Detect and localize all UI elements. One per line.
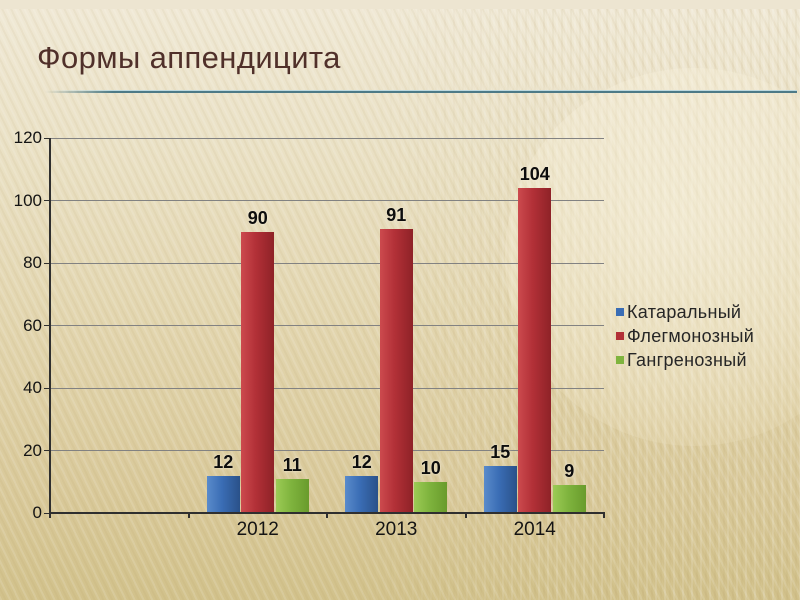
y-axis-tick <box>44 450 50 451</box>
y-axis-label: 20 <box>23 440 42 460</box>
x-axis-tick <box>326 513 328 518</box>
legend-marker-kataralnyj <box>616 308 624 316</box>
x-axis-tick <box>49 513 51 518</box>
chart-legend: Катаральный Флегмонозный Гангренозный <box>616 300 754 372</box>
gridline <box>50 325 604 326</box>
slide-title: Формы аппендицита <box>37 40 341 75</box>
bar-kataralnyj-2013 <box>345 475 379 513</box>
gridline <box>50 262 604 264</box>
background-circle-decoration <box>505 68 800 446</box>
bar-value-label: 12 <box>351 451 372 472</box>
bar-value-label: 104 <box>519 164 550 184</box>
x-axis-tick <box>187 513 190 518</box>
y-axis-tick <box>44 262 50 264</box>
x-axis-category-label: 2014 <box>513 519 556 540</box>
y-axis-tick <box>44 137 50 139</box>
bar-kataralnyj-2012 <box>206 475 240 513</box>
x-axis-category-label: 2013 <box>375 519 418 540</box>
x-axis-category-label: 2012 <box>236 519 279 540</box>
title-underline <box>45 90 797 93</box>
legend-label: Гангренозный <box>627 349 747 370</box>
bar-value-label: 10 <box>420 457 441 478</box>
bar-value-label: 11 <box>282 454 302 475</box>
bar-kataralnyj-2014 <box>483 466 517 513</box>
y-axis-tick <box>44 325 50 326</box>
legend-label: Флегмонозный <box>627 325 755 346</box>
y-axis-label: 40 <box>23 378 42 397</box>
y-axis-label: 0 <box>32 503 42 522</box>
y-axis-tick <box>44 387 50 389</box>
gridline <box>50 200 604 201</box>
bar-flegmonoznyj-2014 <box>518 188 552 513</box>
bar-flegmonoznyj-2012 <box>241 231 275 513</box>
gridline <box>50 450 604 451</box>
bar-value-label: 9 <box>564 460 575 481</box>
bar-gangrenoznyj-2014 <box>552 484 586 513</box>
bar-value-label: 12 <box>213 451 234 472</box>
legend-marker-flegmonoznyj <box>616 332 624 340</box>
bar-flegmonoznyj-2013 <box>379 228 413 513</box>
legend-item-kataralnyj: Катаральный <box>616 300 754 324</box>
legend-marker-gangrenoznyj <box>616 356 624 364</box>
legend-item-flegmonoznyj: Флегмонозный <box>616 324 754 348</box>
y-axis-line <box>49 138 51 513</box>
bar-value-label: 91 <box>386 204 407 225</box>
bar-value-label: 90 <box>247 207 268 228</box>
y-axis-label: 100 <box>13 190 42 210</box>
bar-gangrenoznyj-2013 <box>414 481 448 513</box>
legend-item-gangrenoznyj: Гангренозный <box>616 348 754 372</box>
y-axis-label: 60 <box>23 315 42 335</box>
x-axis-tick <box>464 513 467 518</box>
top-strip <box>0 0 800 9</box>
y-axis-tick <box>44 200 50 201</box>
y-axis-label: 80 <box>23 253 42 272</box>
legend-label: Катаральный <box>627 301 742 322</box>
y-axis-tick <box>44 512 50 514</box>
y-axis-label: 120 <box>13 128 42 147</box>
x-axis-tick <box>603 513 605 518</box>
gridline <box>50 137 604 139</box>
gridline <box>50 387 604 389</box>
bar-value-label: 15 <box>490 442 511 463</box>
bar-gangrenoznyj-2012 <box>275 478 309 513</box>
